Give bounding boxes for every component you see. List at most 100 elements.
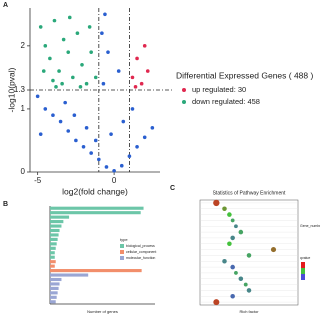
point — [66, 129, 71, 133]
point — [135, 144, 139, 149]
bar — [50, 277, 62, 282]
point — [43, 107, 48, 111]
bar — [50, 224, 62, 228]
point — [89, 151, 93, 155]
point — [93, 75, 98, 80]
legend-label: molecular_function — [126, 256, 155, 260]
bar — [50, 251, 55, 255]
point — [139, 81, 144, 86]
point — [93, 138, 98, 143]
legend-swatch — [182, 88, 186, 92]
dot — [270, 247, 277, 253]
legend-swatch — [182, 100, 186, 104]
point — [84, 126, 89, 130]
point — [78, 85, 83, 89]
bar — [50, 300, 56, 304]
x-axis-label: log2(fold change) — [62, 186, 128, 196]
point — [51, 113, 55, 118]
point — [38, 25, 43, 29]
dot — [238, 276, 244, 282]
bar — [50, 211, 141, 215]
point — [51, 78, 55, 83]
bar — [50, 215, 70, 219]
point — [142, 44, 147, 48]
dot — [222, 206, 227, 212]
point — [135, 56, 139, 61]
legend-swatch — [120, 256, 124, 260]
color-scale — [301, 262, 305, 268]
legend-title: Gene_number — [300, 224, 320, 228]
point — [121, 119, 126, 124]
point — [74, 138, 78, 143]
bar — [50, 242, 57, 246]
y-tick-label: 2 — [21, 41, 26, 50]
point — [61, 37, 66, 42]
legend-swatch — [120, 244, 124, 248]
bar — [50, 291, 58, 295]
point — [89, 50, 93, 54]
bar — [50, 220, 64, 224]
bar — [50, 269, 142, 273]
legend-title: qvalue — [300, 256, 310, 260]
bar — [50, 260, 56, 264]
point — [80, 62, 84, 67]
dot — [230, 264, 235, 270]
dot — [213, 199, 220, 207]
bar — [50, 295, 57, 299]
legend-label: down regulated: 458 — [192, 97, 260, 106]
point — [57, 69, 61, 73]
point — [104, 165, 109, 169]
legend-title: type — [120, 237, 128, 242]
point — [35, 94, 40, 99]
point — [119, 163, 124, 168]
plot-area — [199, 199, 299, 306]
dot — [246, 253, 252, 258]
point — [38, 132, 43, 136]
color-scale — [301, 268, 305, 274]
point — [133, 85, 138, 89]
panel-label: C — [170, 185, 175, 192]
point — [43, 44, 48, 48]
bar — [50, 246, 56, 250]
x-tick-label: 0 — [112, 176, 117, 185]
dot — [213, 299, 220, 306]
point — [87, 25, 92, 29]
dot — [246, 288, 252, 293]
x-tick-label: -5 — [34, 176, 42, 185]
y-tick-label: 1.3 — [14, 85, 26, 94]
dot — [227, 241, 232, 247]
x-axis-label: Rich factor — [239, 309, 259, 314]
point — [54, 85, 58, 89]
bar — [50, 233, 59, 237]
dot — [230, 293, 235, 299]
bar — [50, 237, 58, 241]
point — [97, 157, 101, 162]
dot — [238, 229, 244, 235]
point — [116, 69, 121, 73]
bar — [50, 264, 55, 268]
point — [103, 12, 107, 17]
chart-title: Statistics of Pathway Enrichment — [213, 190, 286, 196]
panel-label: B — [3, 201, 8, 208]
point — [101, 81, 106, 86]
point — [66, 50, 71, 54]
point — [109, 132, 113, 136]
bar — [50, 228, 60, 233]
point — [81, 144, 86, 149]
bar — [50, 273, 89, 277]
dot — [230, 235, 235, 241]
bar — [50, 282, 60, 286]
point — [127, 154, 132, 159]
y-axis-label: -log10(pval) — [6, 67, 16, 112]
point — [67, 15, 72, 20]
point — [84, 81, 89, 86]
bar — [50, 255, 55, 259]
point — [71, 75, 75, 80]
bar — [50, 206, 144, 210]
dot — [222, 258, 227, 264]
point — [72, 113, 77, 118]
point — [130, 75, 135, 80]
point — [112, 168, 116, 173]
bar — [50, 286, 59, 290]
point — [58, 119, 63, 124]
